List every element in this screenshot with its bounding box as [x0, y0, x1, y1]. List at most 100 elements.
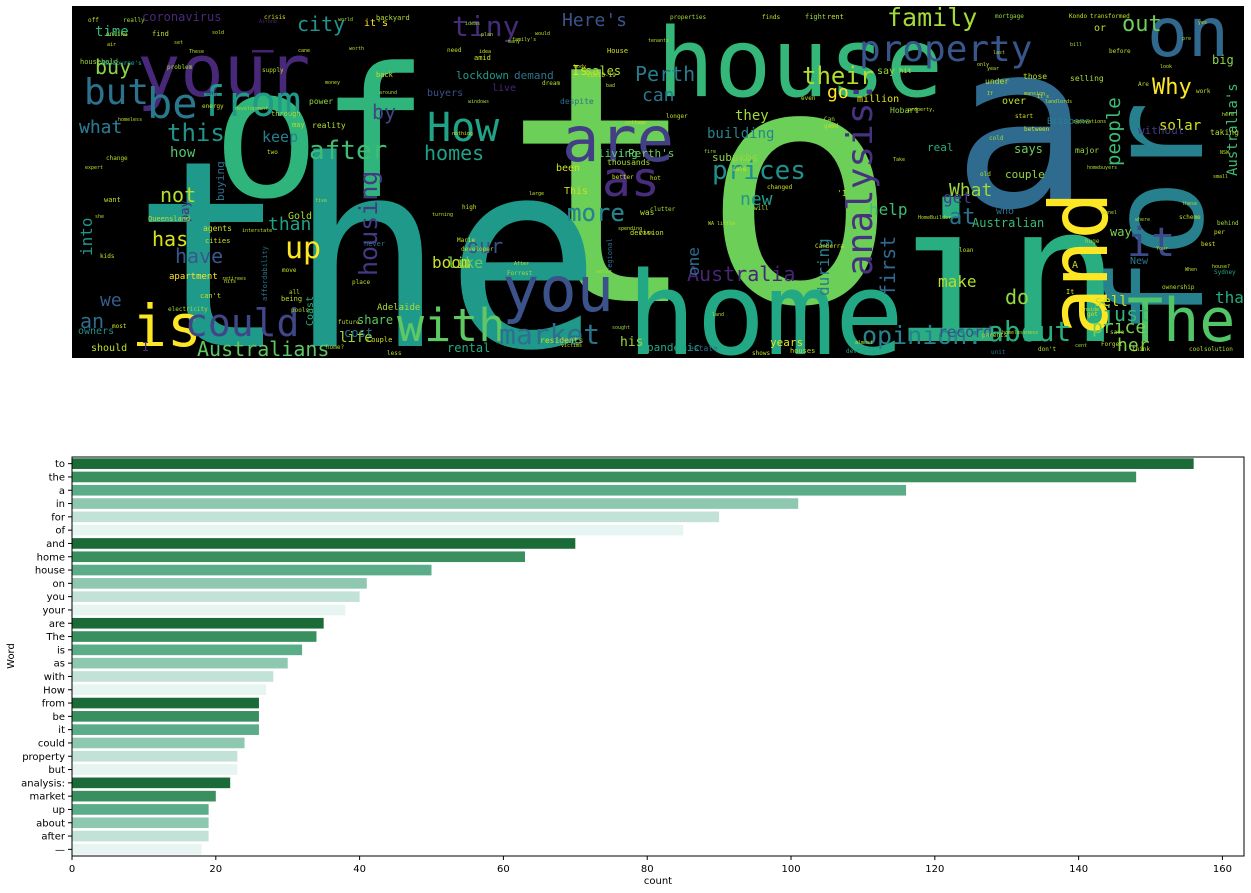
wordcloud-word: cool — [1189, 346, 1204, 353]
wordcloud-word: most — [112, 323, 127, 330]
wordcloud-word: up — [285, 231, 321, 266]
wordcloud-word: HomeBuilder — [918, 215, 951, 221]
wordcloud-word: house? — [1212, 264, 1230, 270]
wordcloud-word: worth — [349, 46, 364, 52]
wordcloud-word: Gold — [288, 211, 312, 222]
x-tick-label: 80 — [641, 864, 654, 875]
wordcloud-word: These — [189, 49, 204, 55]
wordcloud-word: Australian — [972, 216, 1044, 230]
y-tick-label: home — [37, 552, 65, 563]
wordcloud-word: boom — [432, 253, 471, 272]
wordcloud-word: living — [598, 147, 638, 160]
wordcloud-word: Airbnb — [259, 19, 277, 25]
wordcloud-word: renovations — [1073, 119, 1106, 125]
wordcloud-word: solution — [1204, 346, 1233, 353]
y-tick-label: market — [30, 792, 66, 803]
wordcloud-word: off — [88, 17, 99, 24]
wordcloud-word: their — [802, 62, 874, 90]
bar — [72, 524, 684, 536]
wordcloud-word: place — [352, 279, 370, 286]
wordcloud-word: around — [379, 90, 397, 96]
wordcloud-word: inside — [1081, 307, 1099, 313]
wordcloud-word: WA little — [708, 221, 735, 227]
wordcloud-word: coronavirus — [142, 10, 221, 24]
wordcloud-word: just — [1102, 302, 1150, 326]
wordcloud-word: should — [91, 343, 127, 354]
wordcloud-word: would — [535, 31, 550, 37]
wordcloud-word: worse — [596, 269, 611, 275]
y-tick-label: from — [42, 699, 65, 710]
wordcloud-word: back — [376, 71, 394, 79]
wordcloud-word: idea — [479, 49, 491, 55]
wordcloud-word: say — [877, 66, 895, 77]
wordcloud-word: or — [1094, 23, 1106, 34]
wordcloud-word: Forrest — [507, 270, 533, 277]
bar — [72, 671, 274, 682]
wordcloud-word: Marie — [457, 237, 475, 244]
wordcloud-word: living — [598, 147, 638, 160]
y-tick-label: be — [53, 712, 66, 723]
wordcloud-word: yes — [1198, 20, 1207, 26]
bar — [72, 684, 267, 696]
wordcloud-word: do — [1005, 285, 1029, 309]
wordcloud-word: his — [620, 335, 643, 350]
wordcloud-word: you — [502, 253, 614, 326]
wordcloud-word: want — [104, 196, 121, 204]
wordcloud-word: After — [514, 261, 529, 267]
wordcloud-word: Perth's — [628, 147, 674, 160]
y-tick-label: on — [53, 579, 65, 590]
wordcloud: to the a in for and of home house on you your are The… — [72, 6, 1244, 358]
wordcloud-word: building — [707, 126, 774, 142]
wordcloud-word: from — [200, 77, 301, 126]
wordcloud-word: homebuyers — [1087, 165, 1117, 171]
x-tick-labels: 0 20 40 60 80 100 120 140 160 — [69, 856, 1232, 875]
wordcloud-word: Sydney — [1214, 269, 1236, 276]
wordcloud-word: supply — [262, 67, 284, 74]
wordcloud-word: fight — [805, 13, 826, 21]
wordcloud-word: about — [987, 315, 1071, 348]
wordcloud-word: hits — [224, 279, 236, 285]
wordcloud-word: been — [556, 163, 580, 174]
wordcloud-word: over — [1002, 96, 1026, 107]
wordcloud-word: and — [1033, 192, 1126, 337]
wordcloud-word: finds — [762, 14, 780, 21]
wordcloud-word: tiny — [452, 10, 519, 43]
wordcloud-word: we — [100, 290, 122, 311]
y-axis-label: Word — [6, 643, 17, 669]
y-tick-labels: to the a in for of and home house on you your are The… — [21, 459, 72, 856]
wordcloud-word: behind — [1217, 220, 1239, 227]
bar-chart: to the a in for of and home house on you your are The… — [6, 456, 1245, 887]
wordcloud-word: look — [1160, 64, 1172, 70]
wordcloud-word: start — [1015, 113, 1033, 120]
wordcloud-word: suburbs — [712, 151, 758, 164]
y-tick-label: is — [57, 645, 65, 656]
wordcloud-word: at — [949, 205, 976, 230]
wordcloud-word: properties — [670, 14, 707, 21]
wordcloud-word: change — [106, 155, 128, 162]
wordcloud-word: lockdown — [456, 69, 509, 82]
wordcloud-word: less — [387, 350, 402, 357]
wordcloud-word: despite — [560, 97, 594, 106]
wordcloud-word: for — [1081, 101, 1233, 336]
y-tick-label: The — [45, 632, 65, 643]
wordcloud-word: development — [235, 106, 268, 112]
wordcloud-word: turning — [432, 212, 453, 218]
wordcloud-word: property, — [908, 107, 935, 113]
wordcloud-word: shows — [752, 350, 770, 357]
wordcloud-word: residents — [540, 336, 584, 345]
wordcloud-word: pay — [178, 200, 192, 222]
wordcloud-word: Melbourne's — [102, 60, 142, 67]
wordcloud-word: It — [1066, 288, 1074, 296]
wordcloud-word: year — [987, 66, 999, 72]
y-tick-label: your — [43, 605, 66, 616]
wordcloud-word: taking — [1210, 128, 1239, 137]
wordcloud-word: Hobart — [890, 106, 919, 115]
wordcloud-word: hot — [650, 175, 661, 182]
wordcloud-word: not — [160, 183, 196, 207]
wordcloud-word: the — [132, 106, 602, 358]
y-tick-label: up — [52, 805, 65, 816]
wordcloud-word: who — [996, 206, 1014, 217]
wordcloud-word: as — [602, 152, 660, 208]
bar — [72, 804, 209, 815]
wordcloud-word: cost — [344, 326, 373, 340]
